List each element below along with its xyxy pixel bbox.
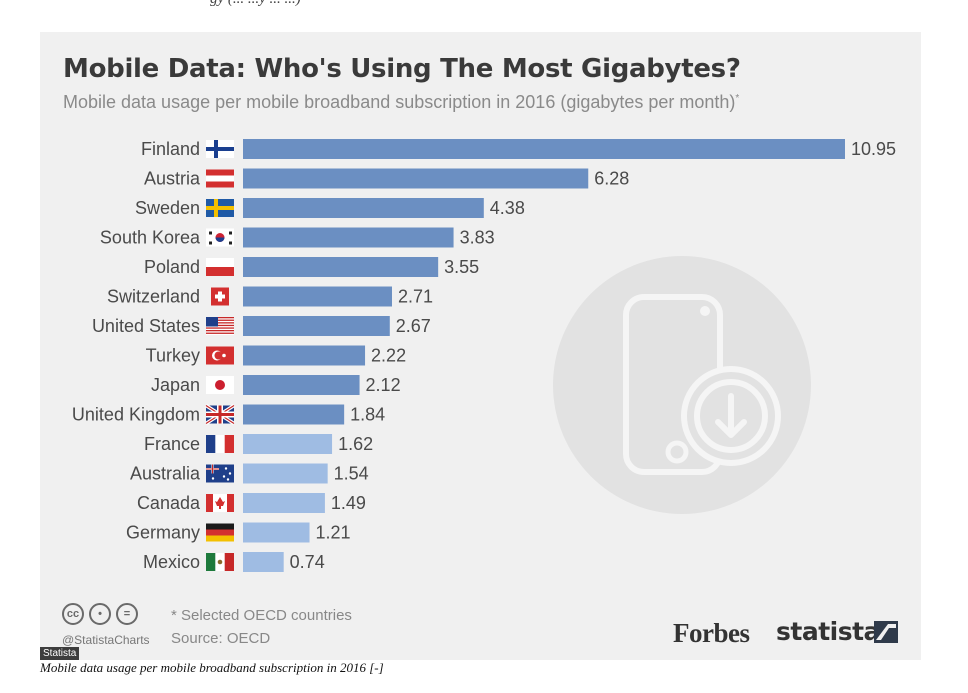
- phone-download-icon: [553, 256, 811, 514]
- turkey-flag-icon: [206, 346, 234, 365]
- germany-flag-icon: [206, 523, 234, 542]
- value-label: 10.95: [851, 139, 896, 159]
- poland-flag-icon: [206, 258, 234, 276]
- by-icon: •: [89, 603, 111, 625]
- category-label: Sweden: [135, 198, 200, 218]
- bar-chart: Finland 10.95 Austria 6.28 Sweden 4.38 South K…: [72, 139, 896, 572]
- cc-icon: cc: [62, 603, 84, 625]
- bar: [243, 434, 333, 454]
- category-label: Mexico: [143, 552, 200, 572]
- value-label: 1.54: [334, 464, 369, 484]
- united-states-flag-icon: [206, 317, 234, 335]
- value-label: 1.84: [350, 405, 385, 425]
- value-label: 0.74: [290, 552, 325, 572]
- image-caption: Mobile data usage per mobile broadband s…: [40, 660, 384, 675]
- forbes-logo: Forbes: [673, 618, 750, 648]
- bar: [243, 227, 454, 248]
- category-label: Switzerland: [107, 287, 200, 307]
- value-label: 2.71: [398, 287, 433, 307]
- statista-logo: statista: [776, 617, 880, 646]
- category-label: Finland: [141, 139, 200, 159]
- bar: [243, 522, 310, 543]
- bar: [243, 198, 484, 218]
- category-label: Austria: [144, 169, 201, 189]
- france-flag-icon: [206, 435, 234, 453]
- footnote: * Selected OECD countries: [171, 607, 352, 624]
- japan-flag-icon: [206, 376, 234, 394]
- finland-flag-icon: [206, 140, 234, 158]
- statista-mark-icon: [874, 621, 898, 643]
- austria-flag-icon: [206, 169, 234, 188]
- switzerland-flag-icon: [211, 287, 229, 306]
- bar: [243, 257, 439, 277]
- page-top-cut-text: gy (... ...y ... ...): [210, 0, 301, 8]
- australia-flag-icon: [206, 464, 234, 483]
- value-label: 1.62: [338, 434, 373, 454]
- value-label: 2.22: [371, 346, 406, 366]
- bar: [243, 345, 366, 366]
- bar: [243, 316, 390, 336]
- bar: [243, 404, 345, 425]
- bar: [243, 552, 284, 572]
- category-label: Germany: [126, 523, 200, 543]
- statista-handle: @StatistaCharts: [62, 633, 150, 647]
- category-label: South Korea: [100, 228, 201, 248]
- chart-title: Mobile Data: Who's Using The Most Gigaby…: [63, 54, 741, 84]
- value-label: 1.21: [316, 523, 351, 543]
- infographic-card: Mobile Data: Who's Using The Most Gigaby…: [40, 32, 921, 660]
- source-note: Source: OECD: [171, 630, 271, 647]
- value-label: 3.83: [460, 228, 495, 248]
- sweden-flag-icon: [206, 199, 234, 217]
- bar: [243, 168, 589, 189]
- united-kingdom-flag-icon: [205, 404, 235, 425]
- category-label: France: [144, 434, 200, 454]
- chart-subtitle: Mobile data usage per mobile broadband s…: [63, 92, 739, 113]
- category-label: Canada: [137, 493, 201, 513]
- value-label: 4.38: [490, 198, 525, 218]
- category-label: Australia: [130, 464, 201, 484]
- category-label: United States: [92, 316, 200, 336]
- canada-flag-icon: [206, 494, 234, 512]
- value-label: 1.49: [331, 493, 366, 513]
- value-label: 2.12: [366, 375, 401, 395]
- category-label: Turkey: [146, 346, 200, 366]
- south-korea-flag-icon: [206, 228, 234, 247]
- value-label: 6.28: [594, 169, 629, 189]
- value-label: 3.55: [444, 257, 479, 277]
- statista-tag: Statista: [40, 647, 80, 660]
- bar: [243, 139, 845, 159]
- category-label: Japan: [151, 375, 200, 395]
- category-label: Poland: [144, 257, 200, 277]
- subtitle-asterisk: *: [735, 93, 740, 104]
- bar: [243, 463, 328, 484]
- bar: [243, 375, 360, 395]
- mexico-flag-icon: [206, 553, 234, 571]
- nd-icon: =: [116, 603, 138, 625]
- subtitle-text: Mobile data usage per mobile broadband s…: [63, 92, 736, 112]
- value-label: 2.67: [396, 316, 431, 336]
- bar: [243, 493, 325, 513]
- category-label: United Kingdom: [72, 405, 200, 425]
- bar: [243, 286, 392, 307]
